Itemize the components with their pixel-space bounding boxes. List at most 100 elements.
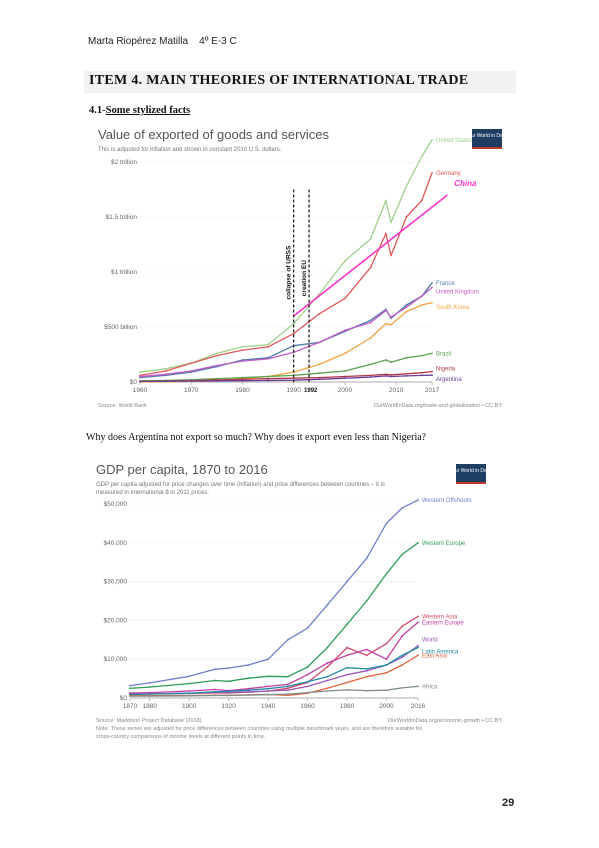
gdp-note-1: Note: These series are adjusted for pric… [96, 726, 422, 732]
section-number: 4.1- [89, 105, 106, 116]
data-point-brazil [267, 375, 269, 378]
data-point-latin-america [247, 689, 250, 692]
data-point-africa [213, 694, 216, 697]
data-point-western-europe [267, 675, 269, 678]
data-point-eastern-europe [247, 687, 250, 690]
data-point-africa [129, 695, 131, 697]
data-point-eastern-europe [385, 658, 388, 661]
data-point-south-korea [384, 322, 387, 325]
question-text: Why does Argentina not export so much? W… [86, 432, 427, 443]
series-label-eastern-europe: Eastern Europe [422, 620, 464, 626]
data-point-world [417, 644, 419, 647]
data-point-nigeria [369, 374, 372, 377]
data-point-brazil [369, 363, 372, 366]
x-tick-label: 1920 [221, 703, 236, 710]
data-point-western-europe [401, 553, 404, 556]
data-point-africa [286, 693, 289, 696]
gdp-chart: GDP per capita, 1870 to 2016 GDP per cap… [96, 462, 502, 740]
data-point-argentina [164, 380, 167, 383]
year-1992-label: 1992 [304, 388, 318, 394]
data-point-western-offshoots [227, 667, 230, 670]
data-point-africa [227, 694, 230, 697]
data-point-brazil [431, 352, 433, 355]
data-point-united-states [318, 293, 321, 295]
data-point-western-europe [346, 623, 348, 626]
data-point-western-offshoots [213, 668, 216, 671]
data-point-united-kingdom [190, 370, 193, 372]
data-point-germany [431, 172, 433, 174]
data-point-africa [365, 689, 368, 692]
gdp-series-labels: Western Offshoots Western Europe Western A… [422, 498, 471, 690]
series-label-argentina: Argentina [436, 377, 462, 383]
data-point-brazil [241, 376, 244, 379]
y-tick-label: $2 trillion [111, 159, 137, 166]
data-point-eastern-europe [213, 688, 216, 691]
x-tick-label: 1940 [261, 703, 276, 710]
data-point-argentina [369, 376, 372, 378]
series-label-brazil: Brazil [436, 351, 451, 357]
owid-logo-text: Our World in Data [467, 133, 507, 139]
data-point-united-kingdom [431, 286, 433, 289]
data-point-argentina [318, 378, 321, 381]
x-tick-label: 1970 [184, 387, 199, 394]
data-point-western-asia [385, 642, 388, 645]
exports-chart-subtitle: This is adjusted for inflation and shown… [98, 147, 282, 153]
gdp-series [129, 499, 419, 697]
data-point-east-asia [326, 687, 329, 690]
data-point-africa [148, 695, 151, 697]
data-point-united-states [390, 221, 392, 224]
data-point-eastern-europe [188, 690, 191, 692]
x-tick-label: 1880 [142, 703, 157, 710]
data-point-western-offshoots [148, 681, 151, 684]
series-label-france: France [436, 281, 455, 287]
data-point-south-korea [369, 337, 372, 339]
data-point-south-korea [420, 304, 423, 306]
series-line-eastern-europe [129, 621, 419, 694]
data-point-eastern-europe [267, 685, 269, 688]
data-point-nigeria [292, 377, 295, 380]
data-point-united-kingdom [369, 321, 372, 324]
data-point-nigeria [318, 376, 321, 379]
data-point-germany [292, 332, 295, 335]
data-point-world [326, 679, 329, 682]
data-point-western-asia [286, 687, 289, 690]
data-point-nigeria [241, 378, 244, 381]
author-line: Marta Riopérez Matilla 4º E-3 C [88, 36, 237, 47]
data-point-brazil [318, 372, 321, 375]
eu-creation-label: creation EU [301, 260, 308, 296]
data-point-brazil [420, 354, 423, 357]
data-point-world [247, 690, 250, 693]
data-point-western-asia [401, 625, 404, 628]
data-point-france [405, 304, 408, 306]
data-point-africa [188, 694, 191, 697]
y-tick-label: $0 [120, 695, 128, 702]
series-line-south-korea [139, 302, 433, 383]
section-label: Some stylized facts [105, 105, 191, 116]
data-point-western-asia [326, 666, 329, 668]
data-point-united-states [267, 343, 269, 346]
data-point-argentina [420, 374, 423, 377]
data-point-argentina [390, 375, 392, 378]
data-point-south-korea [390, 323, 392, 326]
section-heading: 4.1-Some stylized facts [89, 105, 190, 116]
data-point-france [369, 319, 372, 322]
data-point-latin-america [385, 664, 388, 666]
exports-annotations: China collapse of URSS creation EU 1992 [286, 179, 477, 394]
data-point-western-offshoots [129, 684, 131, 687]
data-point-world [286, 689, 289, 692]
data-point-united-kingdom [390, 316, 392, 318]
data-point-latin-america [286, 685, 289, 688]
data-point-western-europe [247, 677, 250, 680]
data-point-western-europe [213, 679, 216, 682]
data-point-east-asia [401, 664, 404, 666]
gdp-note-2: cross-country comparisons of income leve… [96, 734, 266, 740]
data-point-argentina [267, 379, 269, 382]
data-point-brazil [215, 377, 218, 380]
exports-chart-title: Value of exported of goods and services [98, 127, 330, 142]
x-tick-label: 2017 [425, 387, 440, 394]
data-point-united-kingdom [420, 295, 423, 298]
data-point-western-offshoots [365, 557, 368, 560]
data-point-united-kingdom [318, 341, 321, 344]
data-point-eastern-europe [326, 662, 329, 664]
data-point-brazil [405, 356, 408, 359]
